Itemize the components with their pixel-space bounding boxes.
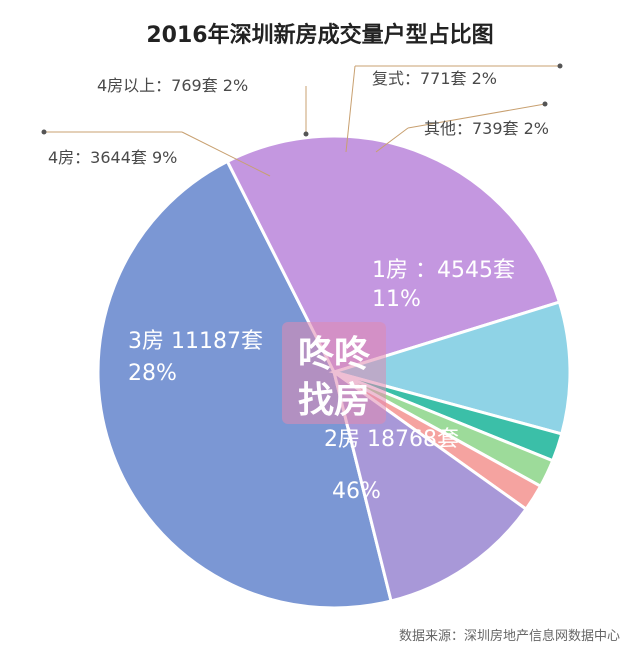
leader-lines	[44, 65, 560, 177]
leader-line-other-h	[407, 103, 546, 129]
watermark-line1: 咚咚	[298, 334, 371, 375]
source-note: 数据来源：深圳房地产信息网数据中心	[399, 628, 620, 644]
label-2room-line2: 46%	[332, 479, 381, 504]
chart-title: 2016年深圳新房成交量户型占比图	[146, 22, 493, 48]
leader-dot-4plus	[303, 131, 309, 137]
leader-dot-fushi	[557, 63, 563, 69]
leader-line-other	[375, 127, 409, 153]
label-4room: 4房：3644套 9%	[48, 148, 177, 167]
slice-3room	[225, 134, 562, 374]
leader-dot-other	[542, 101, 548, 107]
watermark: 咚咚 找房	[282, 322, 386, 424]
slice-1room	[331, 368, 529, 603]
label-1room-line2: 11%	[372, 287, 421, 312]
label-4plus: 4房以上：769套 2%	[97, 76, 248, 95]
leader-dot-4room	[41, 129, 47, 135]
label-1room-line1: 1房 ：4545套	[372, 258, 515, 283]
watermark-box	[282, 322, 386, 424]
slice-4room	[328, 300, 572, 436]
label-3room-line2: 28%	[128, 361, 177, 386]
leader-line-fushi	[345, 65, 356, 153]
watermark-line2: 找房	[298, 380, 370, 421]
leader-dots	[41, 63, 563, 137]
pie-slices	[96, 134, 572, 610]
leader-line-4room	[181, 131, 271, 177]
label-fushi: 复式：771套 2%	[372, 69, 497, 88]
label-2room-line1: 2房 18768套	[324, 427, 459, 452]
slice-2room	[96, 159, 393, 610]
label-other: 其他：739套 2%	[424, 119, 549, 138]
label-3room-line1: 3房 11187套	[128, 329, 263, 354]
